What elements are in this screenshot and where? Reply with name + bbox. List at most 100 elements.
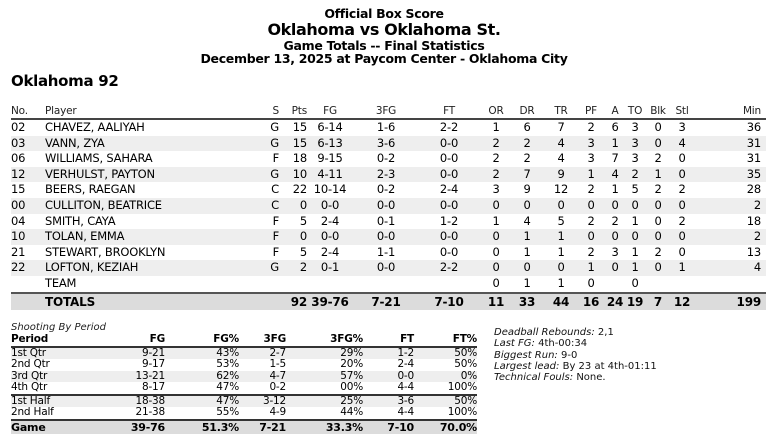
cell-fg3p: 57%	[340, 369, 363, 382]
cell-fg: 21-38	[135, 406, 165, 418]
cell-fg3: 2-7	[269, 346, 286, 359]
cell-s: C	[271, 182, 279, 197]
cell-s: F	[272, 244, 280, 259]
cell-fg: 0-0	[320, 197, 340, 212]
cell-fg3p: 29%	[340, 346, 363, 359]
cell-to: 0	[631, 197, 639, 212]
column-header-ft: FT	[400, 333, 414, 345]
cell-or: 3	[492, 182, 500, 197]
cell-dr: 2	[523, 151, 531, 166]
cell-period: 1st Half	[11, 394, 50, 407]
cell-to: 5	[631, 182, 639, 197]
cell-s: F	[272, 213, 280, 228]
cell-fg3: 0-2	[376, 151, 396, 166]
player-row: 10 TOLAN, EMMA F 0 0-0 0-0 0-0 0 1 1 0 0 0 0 0 2	[11, 229, 766, 245]
cell-player: LOFTON, KEZIAH	[45, 260, 139, 275]
cell-ft: 4-4	[397, 381, 414, 393]
cell-fg3: 3-12	[262, 394, 286, 407]
cell-ft: 1-2	[439, 213, 459, 228]
cell-or: 2	[492, 166, 500, 181]
player-row: 15 BEERS, RAEGAN C 22 10-14 0-2 2-4 3 9 12 2 1 5 2 2 28	[11, 182, 766, 198]
cell-no: 03	[11, 135, 26, 150]
column-header-stl: Stl	[675, 105, 689, 117]
game-fg3p: 33.3%	[325, 420, 363, 434]
player-row: 12 VERHULST, PAYTON G 10 4-11 2-3 0-0 2 7 9 1 4 2 1 0 3…	[11, 166, 766, 183]
column-header-pts: Pts	[291, 105, 308, 117]
cell-fg3: 3-6	[376, 135, 396, 150]
game-fg3: 7-21	[259, 420, 286, 434]
cell-ftp: 100%	[447, 381, 477, 393]
cell-ftp: 0%	[460, 369, 477, 382]
cell-a: 6	[611, 120, 619, 134]
cell-dr: 0	[523, 260, 531, 275]
column-header-fg: FG	[323, 105, 337, 117]
cell-min: 13	[746, 244, 761, 259]
period-row: 4th Qtr 8-17 47% 0-2 00% 4-4 100%	[11, 381, 477, 394]
note-label: Biggest Run:	[494, 349, 558, 361]
cell-pts: 0	[299, 229, 307, 244]
cell-period: 2nd Half	[11, 406, 54, 418]
cell-dr: 1	[523, 244, 531, 259]
cell-player: STEWART, BROOKLYN	[45, 244, 166, 259]
cell-or: 0	[492, 260, 500, 275]
cell-dr: 4	[523, 213, 531, 228]
cell-min: 2	[753, 229, 761, 244]
cell-s: F	[272, 229, 280, 244]
cell-ft: 0-0	[397, 369, 414, 382]
cell-tr: 1	[557, 244, 565, 259]
cell-fg3p: 00%	[340, 381, 363, 393]
cell-tr: 0	[557, 197, 565, 212]
cell-fg3p: 20%	[340, 358, 363, 370]
cell-fg: 9-17	[141, 358, 165, 370]
cell-fg: 8-17	[141, 381, 165, 393]
cell-ft: 0-0	[439, 244, 459, 259]
cell-blk: 2	[654, 244, 662, 259]
cell-ft: 2-2	[439, 120, 459, 134]
cell-period: 4th Qtr	[11, 381, 48, 393]
cell-to: 1	[631, 260, 639, 275]
game-notes: Deadball Rebounds: 2,1 Last FG: 4th-00:34…	[494, 327, 657, 383]
total-or: 11	[487, 294, 505, 309]
cell-ft: 4-4	[397, 406, 414, 418]
column-header-fg3: 3FG	[375, 105, 397, 117]
cell-pf: 1	[587, 166, 595, 181]
cell-blk: 0	[654, 120, 662, 134]
cell-fgp: 47%	[216, 394, 239, 407]
cell-fg3: 1-6	[376, 120, 396, 134]
cell-or: 0	[492, 275, 500, 290]
cell-pts: 22	[292, 182, 307, 197]
cell-fg3: 4-9	[269, 406, 286, 418]
cell-fg: 9-15	[317, 151, 343, 166]
period-row: 3rd Qtr 13-21 62% 4-7 57% 0-0 0%	[11, 369, 477, 382]
cell-tr: 9	[557, 166, 565, 181]
cell-no: 04	[11, 213, 26, 228]
total-min: 199	[736, 294, 762, 309]
cell-fgp: 55%	[216, 406, 239, 418]
player-row: TEAM 0 1 1 0 0	[11, 276, 766, 292]
cell-fg: 2-4	[320, 244, 340, 259]
cell-player: TEAM	[45, 275, 77, 290]
cell-pf: 0	[587, 275, 595, 290]
note-label: Largest lead:	[494, 360, 560, 372]
cell-tr: 4	[557, 151, 565, 166]
shooting-header: Period FG FG% 3FG 3FG% FT FT%	[11, 333, 477, 348]
cell-fg3: 4-7	[269, 369, 286, 382]
player-row: 21 STEWART, BROOKLYN F 5 2-4 1-1 0-0 0 1 1 2 3 1 2 0 13	[11, 245, 766, 261]
cell-ft: 0-0	[439, 135, 459, 150]
cell-or: 1	[492, 213, 500, 228]
note-line: Last FG: 4th-00:34	[494, 338, 657, 349]
column-header-pf: PF	[585, 105, 597, 117]
cell-tr: 1	[557, 275, 565, 290]
total-fg: 39-76	[311, 294, 349, 309]
cell-no: 06	[11, 151, 26, 166]
column-header-ft: FT	[443, 105, 455, 117]
cell-ft: 2-4	[439, 182, 459, 197]
cell-fgp: 53%	[216, 358, 239, 370]
cell-no: 22	[11, 260, 26, 275]
cell-fg: 18-38	[135, 394, 165, 407]
cell-ft: 2-4	[397, 358, 414, 370]
cell-dr: 2	[523, 135, 531, 150]
cell-to: 0	[631, 229, 639, 244]
cell-a: 4	[611, 166, 619, 181]
cell-fg: 6-13	[317, 135, 343, 150]
